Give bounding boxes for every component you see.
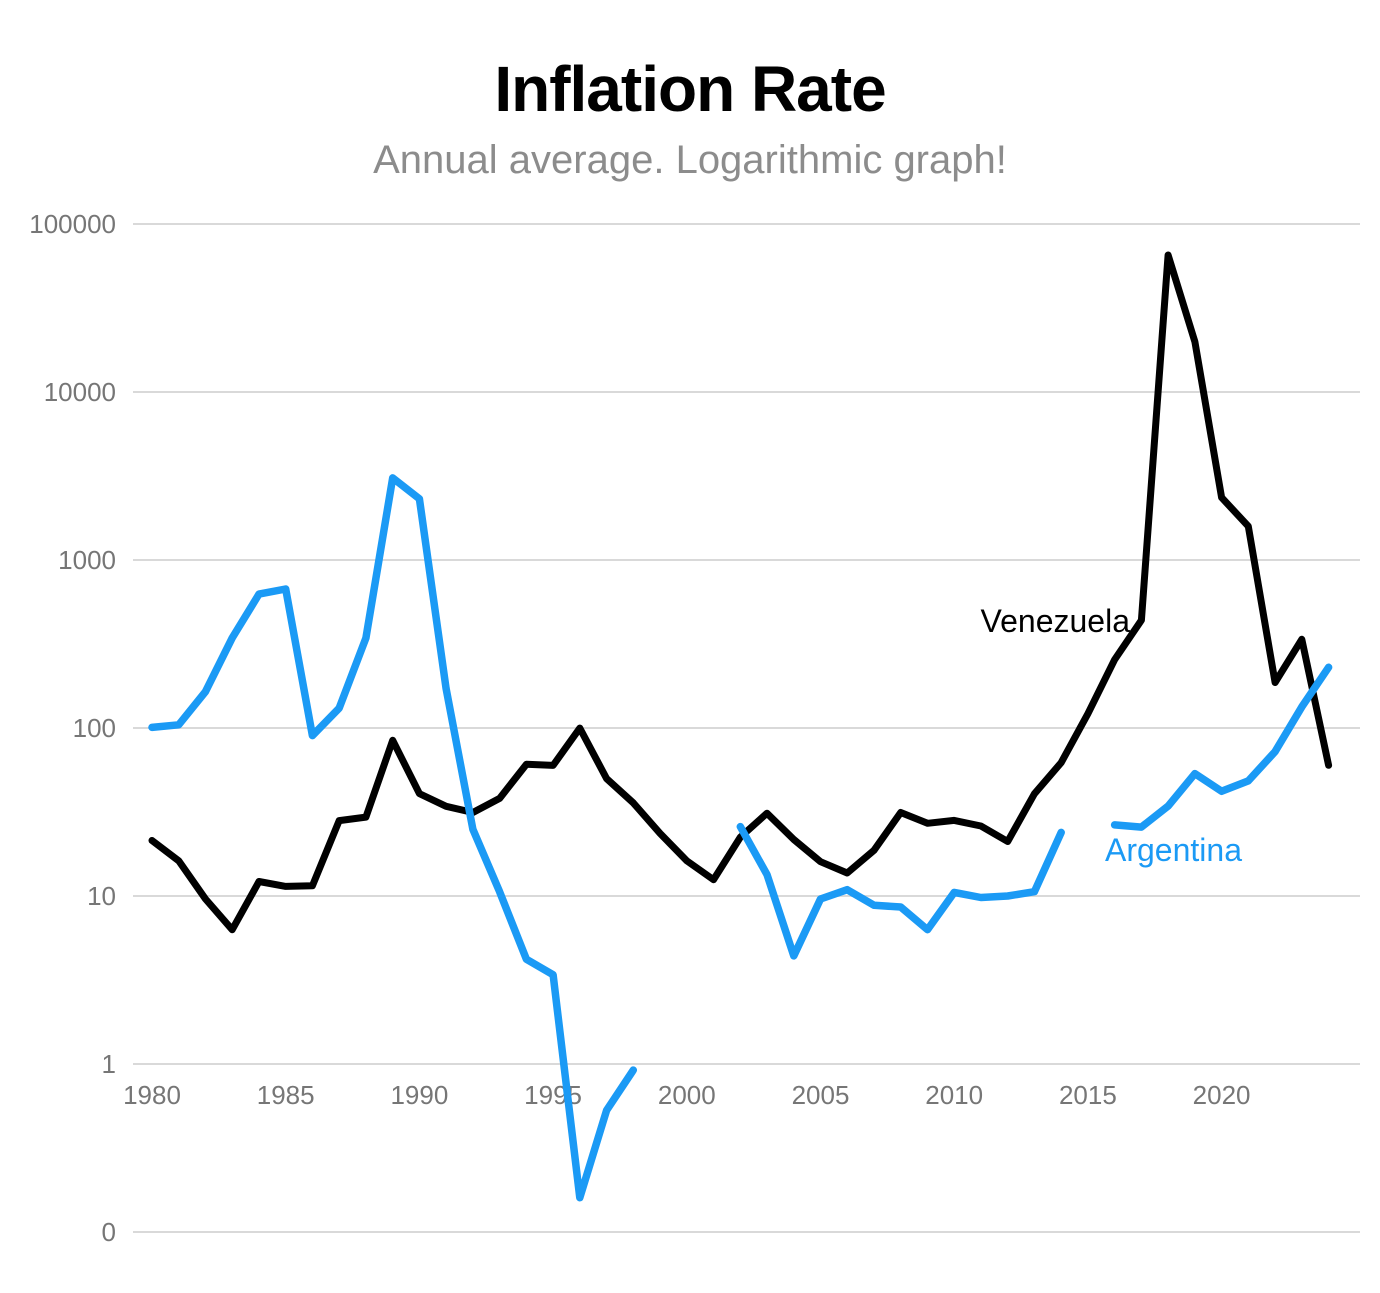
y-axis-tick-label: 1 xyxy=(102,1049,116,1079)
gridlines-layer xyxy=(133,223,1360,1233)
y-axis-tick-label: 1000 xyxy=(58,545,116,575)
chart-title: Inflation Rate xyxy=(494,53,886,125)
x-axis-tick-label: 2015 xyxy=(1059,1080,1117,1110)
y-axis-tick-label: 10 xyxy=(87,881,116,911)
y-axis-tick-label: 100 xyxy=(73,713,116,743)
x-axis-tick-label: 2000 xyxy=(658,1080,716,1110)
series-lines-layer xyxy=(148,251,1333,1202)
y-axis-tick-label: 10000 xyxy=(44,377,116,407)
x-axis-tick-label: 2005 xyxy=(792,1080,850,1110)
y-axis-tick-label: 100000 xyxy=(29,209,116,239)
argentina-line xyxy=(148,474,638,1202)
x-axis-tick-label: 2020 xyxy=(1193,1080,1251,1110)
argentina-series-label: Argentina xyxy=(1105,832,1242,868)
y-axis-tick-label: 0 xyxy=(102,1217,116,1247)
argentina-line xyxy=(1110,663,1333,831)
venezuela-series-label: Venezuela xyxy=(981,603,1131,639)
x-axis-tick-label: 2010 xyxy=(925,1080,983,1110)
argentina-line xyxy=(736,822,1065,960)
venezuela-line xyxy=(148,251,1333,934)
x-axis-tick-label: 1980 xyxy=(123,1080,181,1110)
x-axis-tick-label: 1985 xyxy=(257,1080,315,1110)
x-axis-tick-label: 1990 xyxy=(390,1080,448,1110)
x-axis-tick-label: 1995 xyxy=(524,1080,582,1110)
chart-subtitle: Annual average. Logarithmic graph! xyxy=(373,138,1007,182)
